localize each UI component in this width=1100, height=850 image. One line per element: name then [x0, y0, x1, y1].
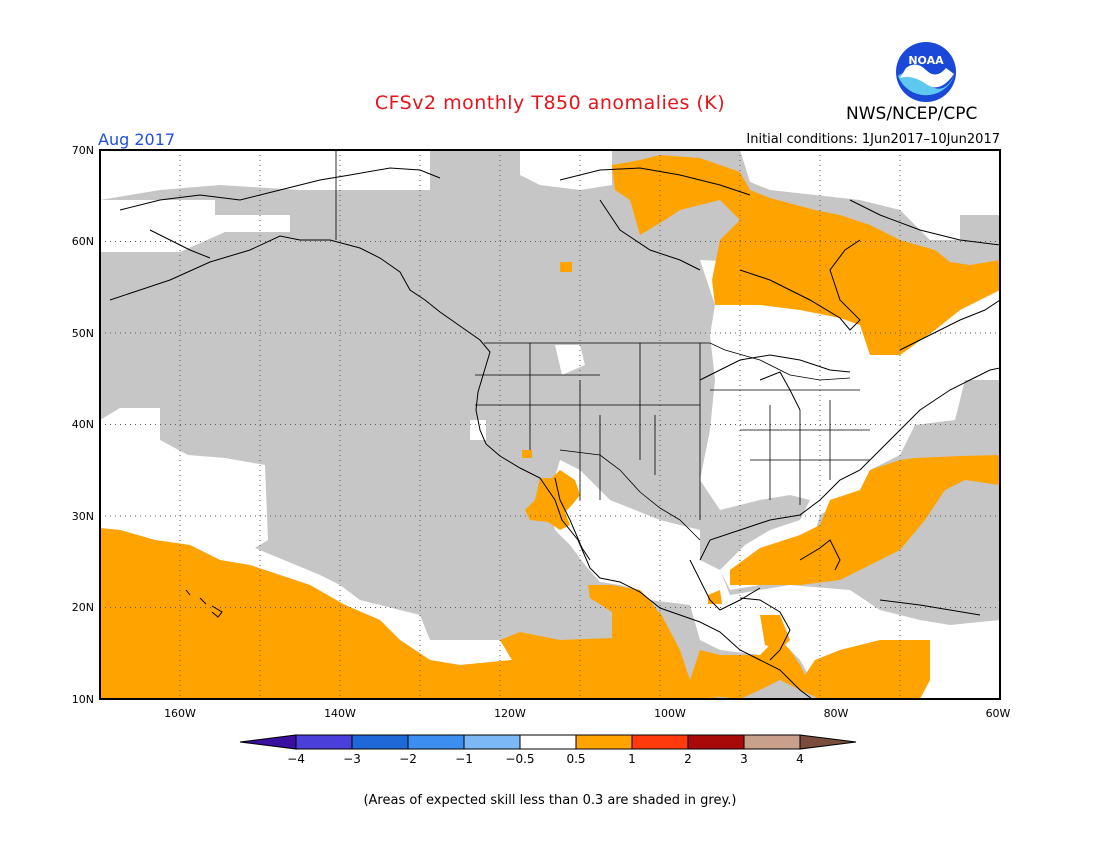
political-borders: [335, 150, 870, 541]
legend-swatch: [407, 734, 465, 750]
legend-swatch: [687, 734, 745, 750]
anomaly-map: 70N 60N 50N 40N 30N 20N 10N 160W 140W 12…: [72, 144, 1011, 766]
lat-label: 50N: [72, 327, 94, 340]
lon-label: 100W: [654, 707, 686, 720]
legend-tick-label: 4: [796, 752, 804, 766]
noaa-logo: NOAA: [896, 42, 956, 102]
warm-anomaly-areas: [100, 155, 1000, 699]
legend-tick-label: −2: [399, 752, 417, 766]
legend-tick-label: −1: [455, 752, 473, 766]
latitude-labels: 70N 60N 50N 40N 30N 20N 10N: [72, 144, 94, 706]
color-legend: −4 −3 −2 −1 −0.5 0.5 1 2 3 4: [239, 734, 857, 766]
legend-tick-label: 2: [684, 752, 692, 766]
legend-swatch: [519, 734, 577, 750]
lon-label: 80W: [824, 707, 849, 720]
lat-label: 20N: [72, 601, 94, 614]
valid-month: Aug 2017: [98, 130, 176, 149]
lon-label: 140W: [324, 707, 356, 720]
map-field: [100, 150, 1000, 699]
neutral-areas: [100, 150, 1000, 699]
legend-arrow-high: [799, 734, 857, 750]
map-title: CFSv2 monthly T850 anomalies (K): [374, 92, 726, 114]
legend-swatch: [295, 734, 353, 750]
legend-tick-label: 3: [740, 752, 748, 766]
legend-arrow-low: [239, 734, 297, 750]
lat-label: 10N: [72, 693, 94, 706]
lon-label: 160W: [164, 707, 196, 720]
lat-label: 70N: [72, 144, 94, 157]
lon-label: 60W: [986, 707, 1011, 720]
legend-swatch: [463, 734, 521, 750]
skill-footnote: (Areas of expected skill less than 0.3 a…: [363, 793, 737, 808]
legend-tick-label: 1: [628, 752, 636, 766]
legend-swatch: [575, 734, 633, 750]
lat-label: 40N: [72, 418, 94, 431]
logo-text: NOAA: [908, 54, 944, 67]
legend-swatch: [631, 734, 689, 750]
legend-tick-label: −3: [343, 752, 361, 766]
graticule: [100, 150, 1000, 699]
lat-label: 30N: [72, 510, 94, 523]
map-frame: [99, 149, 1001, 700]
longitude-labels: 160W 140W 120W 100W 80W 60W: [164, 707, 1010, 720]
legend-swatch: [743, 734, 801, 750]
legend-tick-label: 0.5: [566, 752, 585, 766]
initial-conditions: Initial conditions: 1Jun2017–10Jun2017: [746, 132, 1000, 147]
agency-label: NWS/NCEP/CPC: [846, 104, 978, 124]
legend-swatch: [351, 734, 409, 750]
legend-tick-label: −4: [287, 752, 305, 766]
lon-label: 120W: [494, 707, 526, 720]
legend-tick-label: −0.5: [505, 752, 534, 766]
lat-label: 60N: [72, 235, 94, 248]
